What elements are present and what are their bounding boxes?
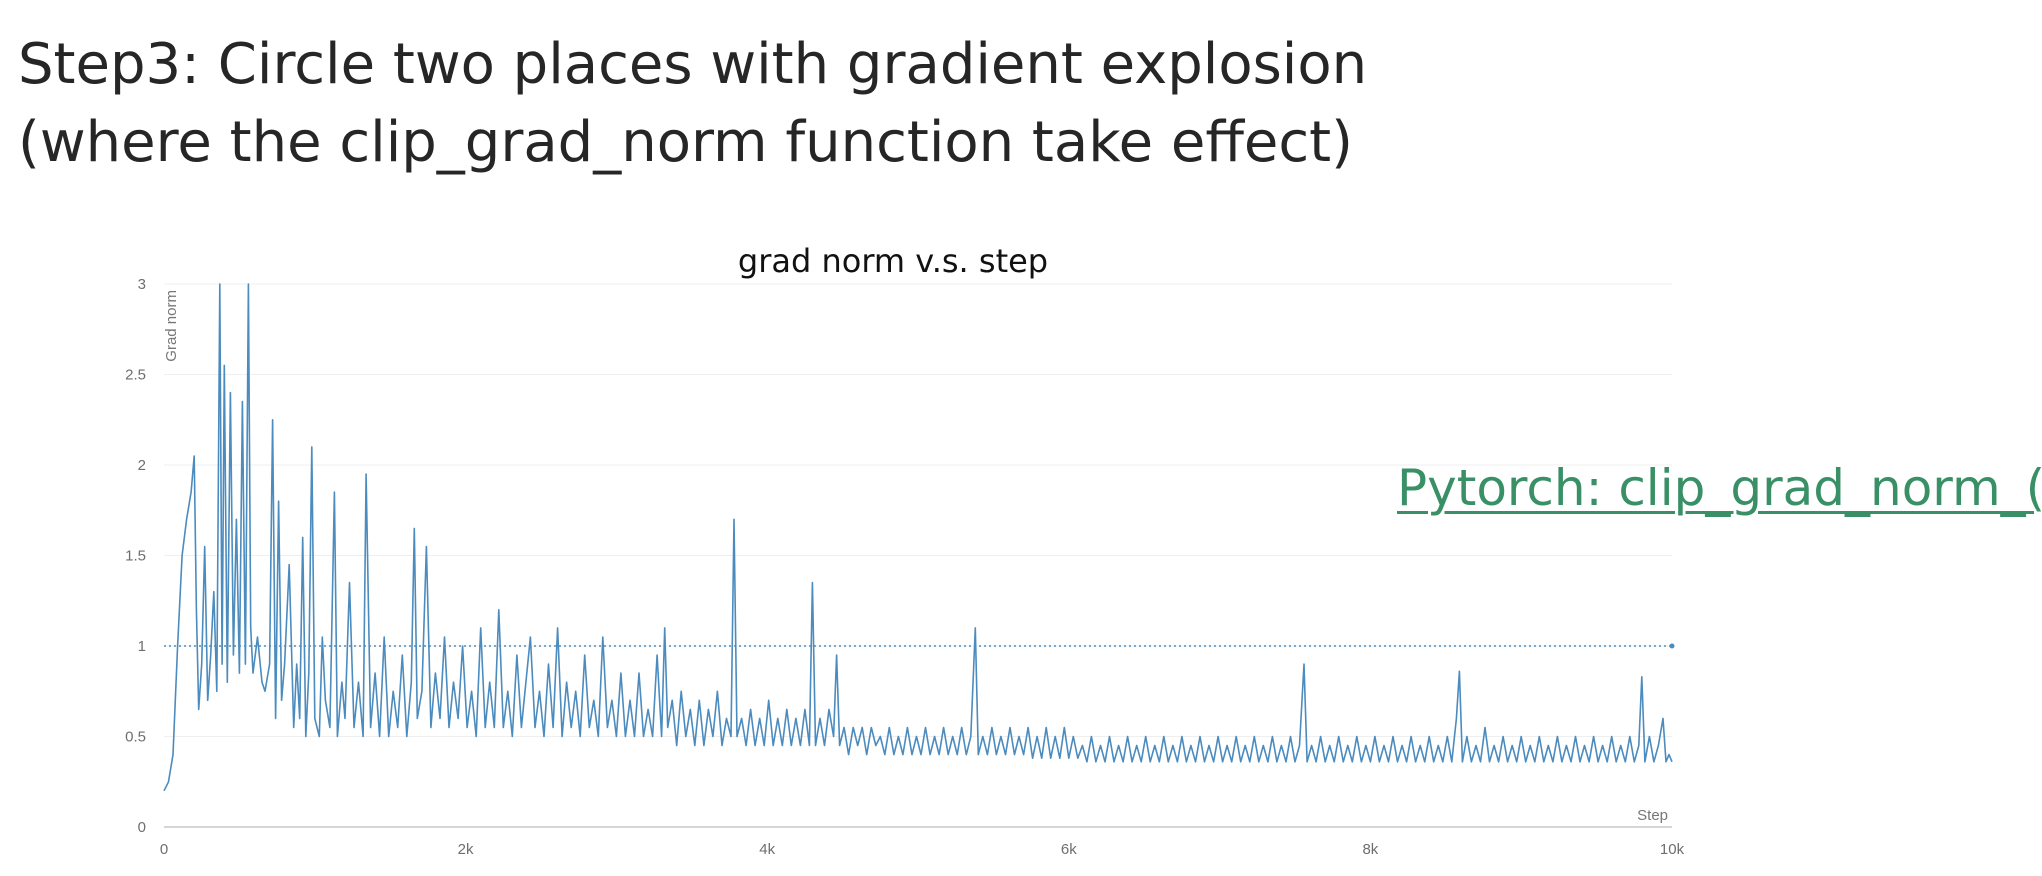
y-tick-label: 0: [138, 819, 146, 836]
y-tick-label: 2.5: [125, 367, 146, 384]
y-axis-ticks: 0 0.5 1 1.5 2 2.5 3: [125, 276, 146, 836]
y-tick-label: 1.5: [125, 548, 146, 565]
y-axis-label: Grad norm: [163, 290, 180, 362]
y-tick-label: 0.5: [125, 729, 146, 746]
grad-norm-chart: grad norm v.s. step 0 0.5 1 1.5 2 2.5 3 0 2k 4k 6…: [125, 242, 1685, 858]
y-tick-label: 1: [138, 638, 146, 655]
reference-line-end-marker: [1669, 643, 1675, 649]
x-tick-label: 4k: [759, 841, 775, 858]
x-tick-label: 10k: [1660, 841, 1685, 858]
x-axis-ticks: 0 2k 4k 6k 8k 10k: [160, 841, 1685, 858]
y-tick-label: 2: [138, 457, 146, 474]
x-tick-label: 8k: [1362, 841, 1378, 858]
page-heading: Step3: Circle two places with gradient e…: [18, 32, 1368, 175]
grad-norm-series-line: [163, 283, 1673, 792]
x-tick-label: 2k: [458, 841, 474, 858]
x-tick-label: 6k: [1061, 841, 1077, 858]
y-tick-label: 3: [138, 276, 146, 293]
pytorch-clip-grad-norm-link[interactable]: Pytorch: clip_grad_norm_(): [1397, 459, 2042, 517]
chart-title: grad norm v.s. step: [738, 242, 1048, 280]
x-tick-label: 0: [160, 841, 168, 858]
x-axis-label: Step: [1637, 807, 1668, 824]
